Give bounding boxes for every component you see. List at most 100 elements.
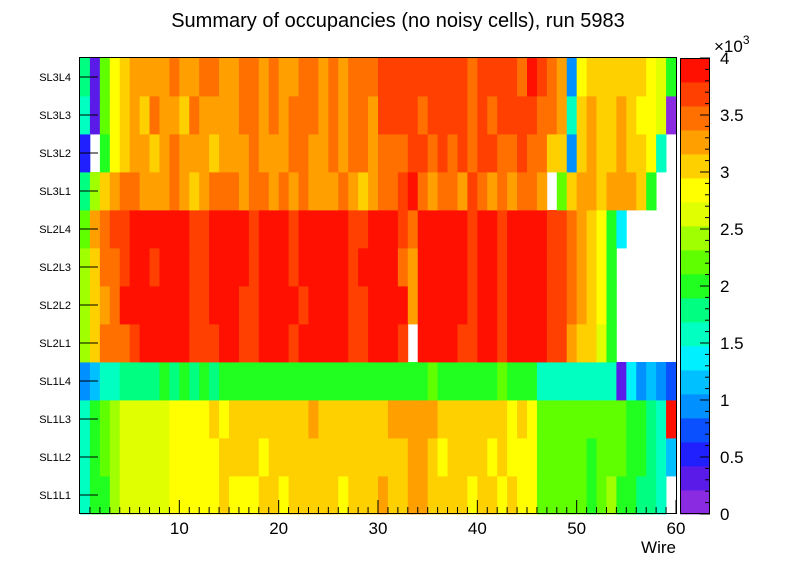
heatmap-cell	[199, 96, 210, 135]
heatmap-cell	[536, 286, 548, 325]
heatmap-cell	[238, 96, 250, 135]
heatmap-cell	[219, 210, 230, 249]
heatmap-cell	[298, 248, 309, 287]
heatmap-cell	[427, 210, 438, 249]
heatmap-cell	[556, 438, 568, 477]
heatmap-cell	[288, 286, 299, 325]
heatmap-cell	[159, 362, 170, 401]
heatmap-cell	[189, 438, 200, 477]
heatmap-cell	[527, 58, 538, 97]
heatmap-cell	[159, 324, 170, 363]
y-tick-label: SL1L2	[39, 452, 71, 464]
heatmap-cell	[358, 438, 369, 477]
heatmap-cell	[566, 286, 578, 325]
heatmap-cell	[606, 476, 617, 515]
heatmap-cell	[238, 286, 250, 325]
heatmap-cell	[368, 248, 379, 287]
heatmap-cell	[298, 362, 309, 401]
heatmap-cell	[447, 210, 458, 249]
heatmap-cell	[288, 438, 299, 477]
heatmap-cell	[199, 134, 210, 173]
heatmap-cell	[129, 172, 140, 211]
heatmap-cell	[457, 96, 468, 135]
heatmap-cell	[149, 362, 160, 401]
heatmap-cell	[626, 438, 637, 477]
heatmap-cell	[149, 172, 160, 211]
heatmap-cell	[179, 210, 190, 249]
heatmap-cell	[656, 362, 667, 401]
heatmap-cell	[517, 438, 528, 477]
heatmap-cell	[556, 400, 568, 439]
heatmap-cell	[527, 324, 538, 363]
heatmap-cell	[248, 400, 260, 439]
heatmap-cell	[417, 476, 429, 515]
heatmap-cell	[129, 324, 140, 363]
heatmap-cell	[348, 134, 359, 173]
heatmap-cell	[387, 286, 399, 325]
heatmap-cell	[636, 400, 647, 439]
heatmap-cell	[238, 58, 250, 97]
heatmap-cell	[596, 210, 607, 249]
heatmap-cell	[586, 172, 597, 211]
z-axis: 0 0.5 1 1.5 2 2.5 3 3.5 4	[700, 49, 744, 524]
z-tick-label: 3.5	[720, 106, 744, 125]
heatmap-cell	[457, 324, 468, 363]
heatmap-cell	[368, 400, 379, 439]
heatmap-cell	[576, 172, 587, 211]
heatmap-cell	[179, 286, 190, 325]
heatmap-cell	[248, 172, 260, 211]
heatmap-cell	[636, 134, 647, 173]
heatmap-cell	[566, 324, 578, 363]
heatmap-cell	[169, 210, 180, 249]
heatmap-cell	[646, 58, 657, 97]
heatmap-cell	[378, 286, 389, 325]
heatmap-cell	[507, 248, 518, 287]
heatmap-cell	[119, 134, 131, 173]
heatmap-cell	[248, 248, 260, 287]
heatmap-cell	[467, 286, 478, 325]
heatmap-cell	[527, 96, 538, 135]
heatmap-cell	[586, 438, 597, 477]
heatmap-cell	[139, 134, 150, 173]
heatmap-cell	[477, 438, 488, 477]
heatmap-cell	[308, 172, 319, 211]
heatmap-cell	[517, 172, 528, 211]
z-exponent: ×103	[714, 33, 750, 56]
heatmap-cell	[209, 248, 220, 287]
heatmap-cell	[407, 210, 419, 249]
heatmap-cell	[149, 58, 160, 97]
heatmap-cell	[536, 172, 548, 211]
heatmap-cell	[487, 400, 498, 439]
heatmap-cell	[397, 210, 409, 249]
palette-swatch	[680, 418, 710, 443]
heatmap-cell	[238, 324, 250, 363]
heatmap-cell	[248, 438, 260, 477]
heatmap-cell	[646, 438, 657, 477]
heatmap-cell	[109, 362, 121, 401]
heatmap-cell	[219, 438, 230, 477]
heatmap-cell	[556, 362, 568, 401]
heatmap-cell	[378, 210, 389, 249]
heatmap-cell	[199, 438, 210, 477]
heatmap-cell	[358, 362, 369, 401]
heatmap-cell	[219, 248, 230, 287]
heatmap-cell	[576, 362, 587, 401]
heatmap-cell	[646, 400, 657, 439]
heatmap-cell	[556, 210, 568, 249]
heatmap-cell	[606, 172, 617, 211]
z-exponent-label: ×10	[714, 37, 743, 56]
heatmap-cell	[189, 476, 200, 515]
heatmap-cell	[268, 210, 280, 249]
y-tick-label: SL2L4	[39, 224, 71, 236]
heatmap-cell	[507, 210, 518, 249]
heatmap-cell	[566, 362, 578, 401]
heatmap-cell	[378, 96, 389, 135]
heatmap-cell	[109, 476, 121, 515]
palette-swatch	[680, 202, 710, 227]
heatmap-cell	[447, 58, 458, 97]
heatmap-cell	[238, 476, 250, 515]
heatmap-cell	[417, 286, 429, 325]
y-tick-label: SL3L1	[39, 186, 71, 198]
heatmap-cell	[487, 172, 498, 211]
heatmap-cell	[387, 96, 399, 135]
